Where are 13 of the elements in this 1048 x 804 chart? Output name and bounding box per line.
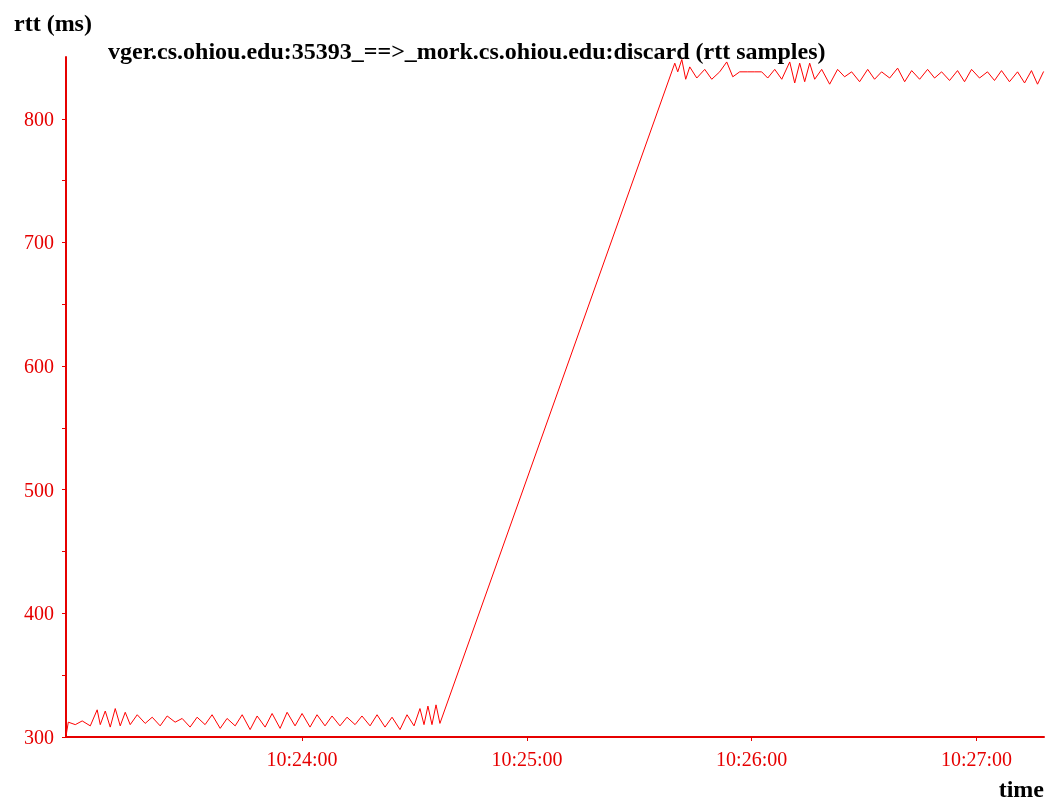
y-tick-label: 400 <box>24 602 54 625</box>
x-tick-label: 10:25:00 <box>491 748 563 770</box>
y-tick-label: 800 <box>24 107 54 130</box>
chart-title: vger.cs.ohiou.edu:35393_==>_mork.cs.ohiou.edu:discard (rtt samples) <box>108 38 826 64</box>
y-axis-title: rtt (ms) <box>14 10 92 36</box>
y-tick-label: 500 <box>24 478 54 501</box>
x-tick-label: 10:27:00 <box>940 748 1013 770</box>
y-tick-label: 600 <box>24 355 54 378</box>
x-tick-label: 10:26:00 <box>716 748 788 770</box>
x-tick-label: 10:24:00 <box>266 748 338 770</box>
x-axis-title: time <box>998 776 1045 802</box>
y-tick-label: 300 <box>24 726 54 748</box>
y-tick-label: 700 <box>24 231 54 254</box>
